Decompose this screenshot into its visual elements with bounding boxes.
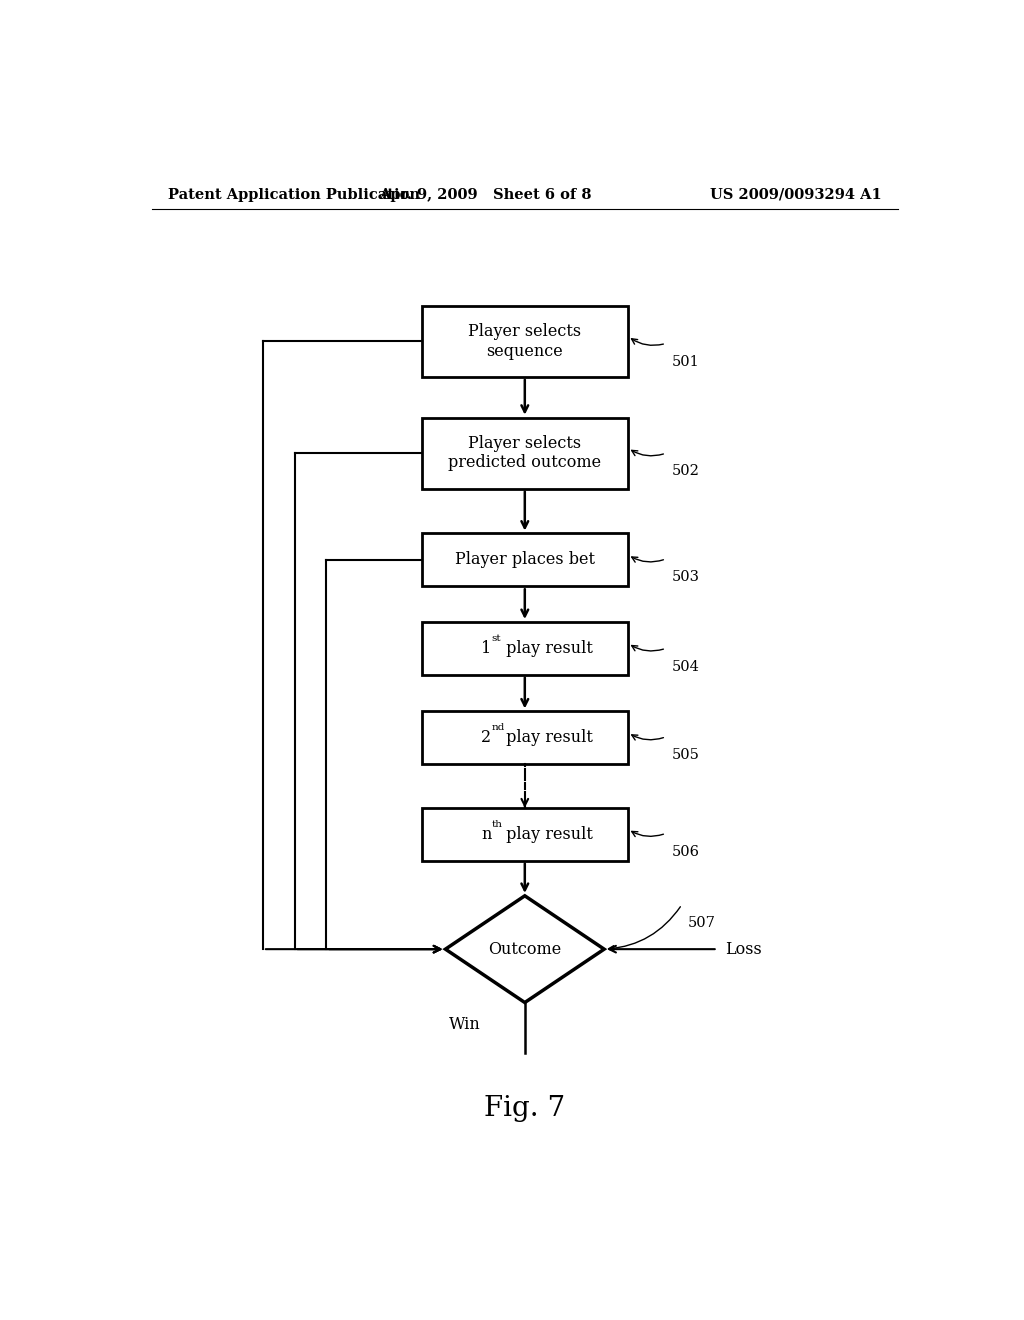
Text: Fig. 7: Fig. 7 [484, 1096, 565, 1122]
Bar [422, 533, 628, 586]
Text: 502: 502 [672, 465, 699, 478]
Text: play result: play result [501, 729, 593, 746]
Text: 507: 507 [687, 916, 716, 929]
Text: Player places bet: Player places bet [455, 552, 595, 569]
Text: US 2009/0093294 A1: US 2009/0093294 A1 [711, 187, 882, 202]
Text: Win: Win [450, 1016, 481, 1032]
Text: Loss: Loss [726, 941, 762, 957]
Text: st: st [492, 634, 501, 643]
Bar [422, 711, 628, 764]
Text: 505: 505 [672, 748, 699, 762]
Bar [422, 808, 628, 861]
Text: play result: play result [501, 826, 593, 842]
Text: play result: play result [501, 640, 593, 657]
Text: Apr. 9, 2009   Sheet 6 of 8: Apr. 9, 2009 Sheet 6 of 8 [379, 187, 592, 202]
Text: Patent Application Publication: Patent Application Publication [168, 187, 420, 202]
Text: 1: 1 [481, 640, 492, 657]
Text: 2: 2 [481, 729, 492, 746]
Text: 501: 501 [672, 355, 699, 368]
Bar [422, 622, 628, 675]
Text: Outcome: Outcome [488, 941, 561, 957]
Text: nd: nd [492, 723, 505, 733]
Text: n: n [481, 826, 492, 842]
Text: 503: 503 [672, 570, 699, 585]
Text: th: th [492, 820, 503, 829]
Text: 506: 506 [672, 845, 699, 858]
Text: Player selects
sequence: Player selects sequence [468, 323, 582, 359]
Text: 504: 504 [672, 660, 699, 673]
Bar [422, 417, 628, 488]
Bar [422, 306, 628, 378]
Text: Player selects
predicted outcome: Player selects predicted outcome [449, 434, 601, 471]
Polygon shape [445, 896, 604, 1002]
